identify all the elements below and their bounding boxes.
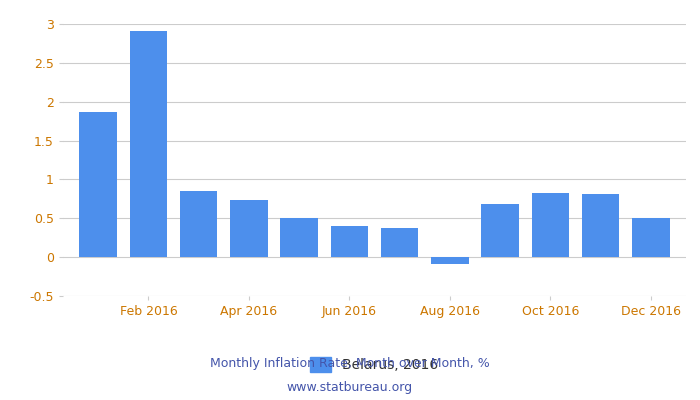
Bar [230, 200, 267, 257]
Bar [381, 228, 419, 257]
Legend: Belarus, 2016: Belarus, 2016 [304, 352, 444, 378]
Bar [582, 194, 620, 257]
Bar [180, 191, 218, 257]
Text: www.statbureau.org: www.statbureau.org [287, 382, 413, 394]
Bar [280, 218, 318, 257]
Bar [531, 194, 569, 257]
Text: Monthly Inflation Rate, Month over Month, %: Monthly Inflation Rate, Month over Month… [210, 358, 490, 370]
Bar [79, 112, 117, 257]
Bar [130, 31, 167, 257]
Bar [482, 204, 519, 257]
Bar [431, 257, 469, 264]
Bar [330, 226, 368, 257]
Bar [632, 218, 670, 257]
